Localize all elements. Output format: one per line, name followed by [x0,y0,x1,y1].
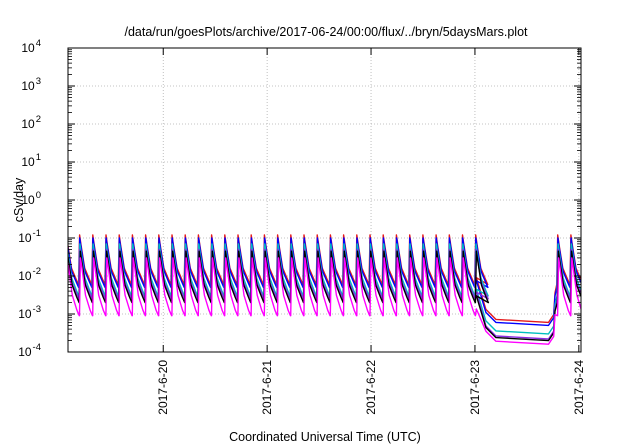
y-tick-label: 10-3 [18,304,41,321]
x-axis: 2017-6-20 2017-6-21 2017-6-22 2017-6-23 2017… [156,48,586,415]
y-tick-exponent: 1 [36,152,41,163]
y-tick-label: 10-4 [18,342,41,359]
x-tick-label: 2017-6-20 [156,360,170,415]
x-tick-label: 2017-6-22 [364,360,378,415]
y-tick-exponent: 2 [36,114,41,125]
y-tick-exponent: 4 [36,38,41,49]
y-tick-label: 10-1 [18,228,41,245]
x-tick-label: 2017-6-23 [468,360,482,415]
y-tick-label: 104 [21,38,41,55]
y-tick-exponent: -3 [33,304,41,315]
y-axis-label: cSv/day [12,177,26,222]
y-tick-exponent: -1 [33,228,41,239]
y-tick-exponent: -2 [33,266,41,277]
y-tick-label: 101 [21,152,41,169]
x-tick-label: 2017-6-21 [260,360,274,415]
y-tick-label: 103 [21,76,41,93]
x-tick-label: 2017-6-24 [572,360,586,415]
plot-series [68,234,581,345]
y-tick-exponent: 3 [36,76,41,87]
chart-title: /data/run/goesPlots/archive/2017-06-24/0… [124,25,528,39]
series-line [68,257,581,345]
y-tick-label: 102 [21,114,41,131]
y-tick-label: 10-2 [18,266,41,283]
x-axis-label: Coordinated Universal Time (UTC) [229,430,421,444]
y-tick-exponent: 0 [36,190,41,201]
y-tick-exponent: -4 [33,342,41,353]
